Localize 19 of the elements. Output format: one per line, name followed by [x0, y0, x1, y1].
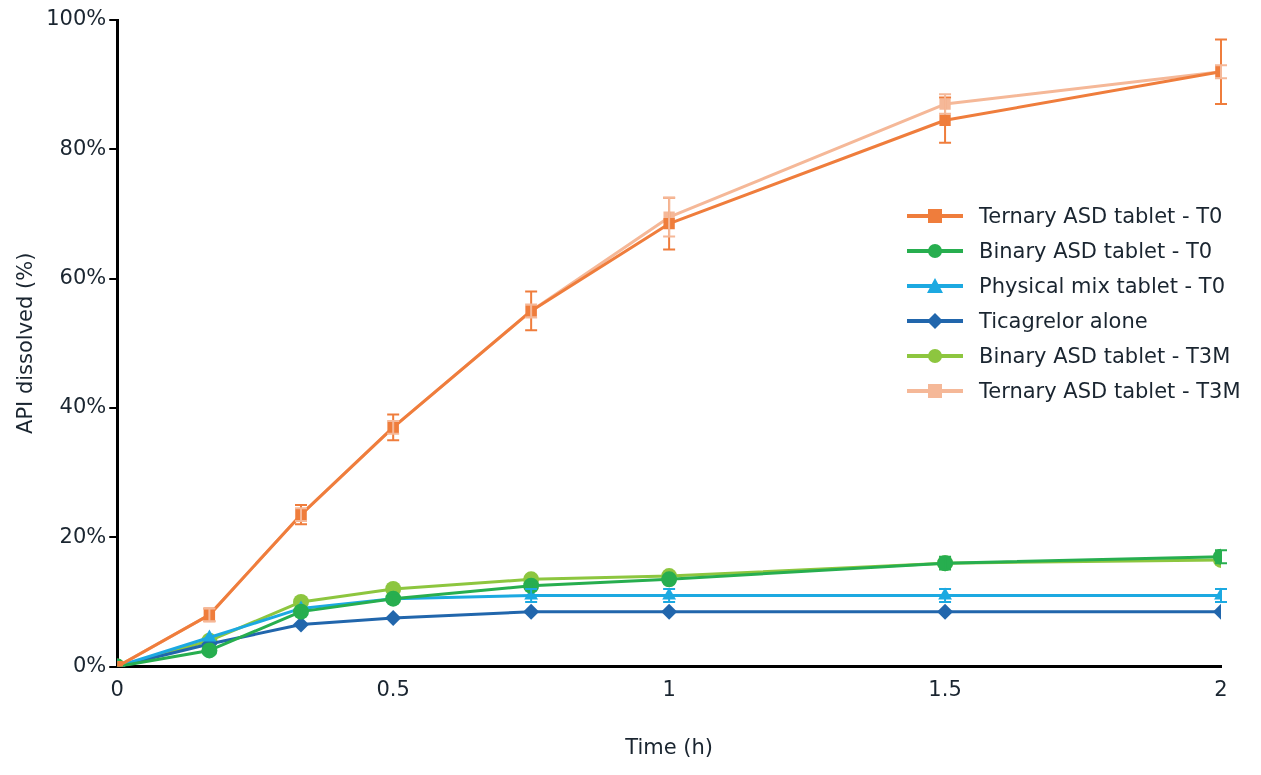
x-tick-label: 0 — [110, 676, 124, 701]
x-tick-label: 1 — [662, 676, 676, 701]
x-tick-label: 0.5 — [376, 676, 410, 701]
legend-label: Ternary ASD tablet - T0 — [979, 203, 1223, 228]
y-tick-label: 20% — [59, 523, 107, 548]
x-tick-label: 1.5 — [928, 676, 962, 701]
y-tick-label: 100% — [46, 6, 107, 31]
y-axis-title: API dissolved (%) — [13, 252, 38, 434]
y-tick-label: 80% — [59, 135, 107, 160]
legend-label: Ternary ASD tablet - T3M — [979, 378, 1241, 403]
x-tick-label: 2 — [1214, 676, 1228, 701]
legend-label: Physical mix tablet - T0 — [979, 273, 1226, 298]
y-tick-label: 60% — [59, 265, 107, 290]
y-tick-label: 0% — [72, 653, 107, 678]
x-axis-title: Time (h) — [624, 734, 713, 759]
legend-label: Binary ASD tablet - T0 — [979, 238, 1213, 263]
y-tick-label: 40% — [59, 394, 107, 419]
legend-label: Binary ASD tablet - T3M — [979, 343, 1231, 368]
legend-label: Ticagrelor alone — [979, 308, 1148, 333]
